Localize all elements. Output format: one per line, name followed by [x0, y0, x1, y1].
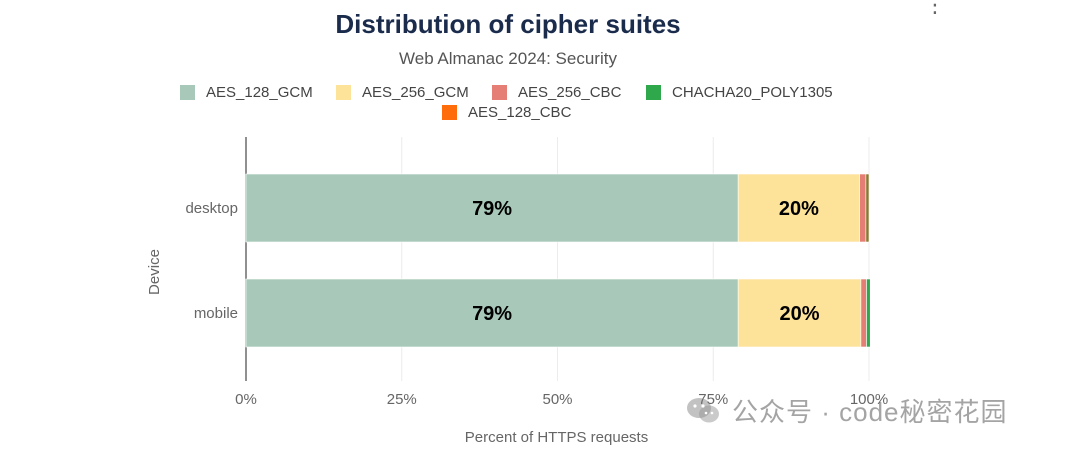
watermark-text: 公众号 · code秘密花园	[732, 397, 1008, 427]
legend-label: AES_128_CBC	[468, 104, 572, 121]
legend-swatch	[442, 105, 457, 120]
x-tick-label: 0%	[235, 391, 257, 408]
legend-item-aes-256-gcm[interactable]: AES_256_GCM	[336, 84, 469, 101]
data-label: 20%	[780, 303, 820, 325]
legend-item-aes-256-cbc[interactable]: AES_256_CBC	[492, 84, 621, 101]
bar-segment	[737, 173, 860, 243]
x-axis-title: Percent of HTTPS requests	[465, 429, 648, 446]
data-label: 79%	[472, 198, 512, 220]
data-label: 20%	[779, 198, 819, 220]
data-label: 79%	[472, 303, 512, 325]
legend-item-aes-128-cbc[interactable]: AES_128_CBC	[442, 104, 571, 121]
x-tick-label: 100%	[850, 391, 888, 408]
legend-item-aes-128-gcm[interactable]: AES_128_GCM	[180, 84, 313, 101]
x-tick-label: 50%	[542, 391, 572, 408]
y-axis-title: Device	[146, 249, 163, 295]
wechat-icon	[687, 397, 719, 422]
legend-label: AES_128_GCM	[206, 84, 313, 101]
x-tick-label: 75%	[698, 391, 728, 408]
legend-swatch	[492, 85, 507, 100]
x-tick-label: 25%	[387, 391, 417, 408]
chart-subtitle: Web Almanac 2024: Security	[399, 49, 617, 68]
watermark: 公众号 · code秘密花园	[686, 392, 1008, 429]
legend-label: AES_256_GCM	[362, 84, 469, 101]
bar-segment	[860, 278, 867, 348]
bar-segment	[865, 173, 870, 243]
legend-item-chacha20-poly1305[interactable]: CHACHA20_POLY1305	[646, 84, 833, 101]
bar-segment	[859, 173, 867, 243]
chart-title: Distribution of cipher suites	[335, 9, 681, 39]
legend-swatch	[180, 85, 195, 100]
bar-segment	[737, 278, 862, 348]
bar-segment	[245, 173, 739, 243]
y-category-label: desktop	[185, 200, 238, 217]
legend-swatch	[646, 85, 661, 100]
kebab-menu-icon[interactable]: ⋮	[924, 0, 946, 17]
legend-label: CHACHA20_POLY1305	[672, 84, 833, 101]
y-category-label: mobile	[194, 305, 238, 322]
legend-swatch	[336, 85, 351, 100]
bar-segment	[866, 278, 871, 348]
bar-segment	[245, 278, 739, 348]
legend-label: AES_256_CBC	[518, 84, 622, 101]
